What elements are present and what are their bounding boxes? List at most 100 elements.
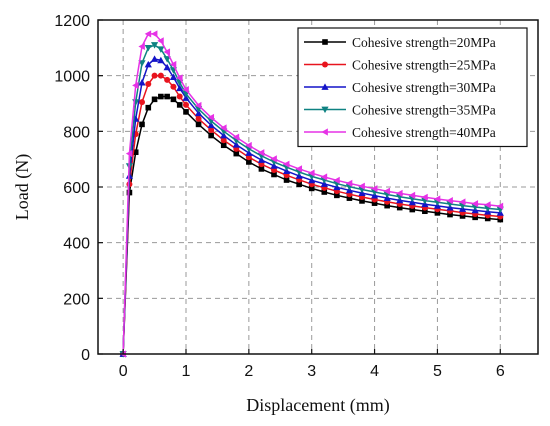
data-point bbox=[421, 193, 428, 201]
data-point bbox=[150, 30, 158, 38]
data-point bbox=[220, 131, 228, 139]
data-point bbox=[396, 189, 403, 198]
data-point bbox=[458, 198, 466, 206]
x-tick-label: 2 bbox=[244, 363, 253, 380]
data-point bbox=[497, 216, 504, 223]
data-point bbox=[132, 149, 139, 156]
data-point bbox=[144, 44, 152, 52]
y-tick-label: 200 bbox=[63, 291, 90, 308]
data-point bbox=[359, 198, 365, 204]
data-point bbox=[183, 101, 189, 108]
data-point bbox=[138, 42, 145, 51]
legend-entry: Cohesive strength=30MPa bbox=[304, 80, 496, 95]
axis-ticks: 0 1 2 3 4 5 6 0 200 400 600 800 1000 1200 bbox=[54, 13, 504, 380]
data-point bbox=[257, 149, 265, 157]
data-point bbox=[145, 104, 152, 111]
x-tick-label: 1 bbox=[182, 363, 191, 380]
series-1 bbox=[120, 93, 504, 357]
data-point bbox=[176, 84, 184, 92]
data-point bbox=[245, 141, 252, 150]
legend-marker bbox=[321, 83, 329, 90]
x-tick-label: 5 bbox=[433, 363, 442, 380]
data-point bbox=[163, 63, 171, 71]
data-point bbox=[157, 56, 165, 64]
data-point bbox=[371, 200, 378, 206]
data-point bbox=[194, 101, 202, 110]
y-tick-label: 800 bbox=[63, 124, 90, 141]
data-point bbox=[484, 201, 491, 209]
data-point bbox=[308, 185, 315, 192]
data-point bbox=[484, 215, 491, 222]
data-point bbox=[150, 42, 159, 49]
data-point bbox=[207, 121, 215, 129]
y-tick-label: 600 bbox=[63, 180, 90, 197]
data-point bbox=[176, 74, 183, 82]
data-point bbox=[232, 141, 240, 148]
legend-marker bbox=[322, 61, 328, 68]
data-point bbox=[334, 192, 340, 199]
data-point bbox=[182, 94, 190, 101]
data-point bbox=[163, 56, 171, 63]
data-point bbox=[434, 210, 441, 216]
data-point bbox=[308, 169, 315, 177]
data-point bbox=[283, 177, 290, 183]
data-point bbox=[422, 208, 428, 215]
legend: Cohesive strength=20MPa Cohesive strength… bbox=[297, 27, 528, 148]
data-point bbox=[496, 202, 504, 210]
data-point bbox=[150, 55, 159, 62]
data-point bbox=[333, 176, 340, 184]
data-point bbox=[207, 113, 215, 122]
data-point bbox=[258, 166, 265, 172]
data-point bbox=[151, 96, 158, 103]
data-point bbox=[246, 159, 252, 165]
legend-entry: Cohesive strength=20MPa bbox=[304, 35, 496, 50]
data-point bbox=[245, 149, 253, 156]
series-5 bbox=[119, 30, 504, 358]
data-point bbox=[321, 189, 328, 195]
data-point bbox=[471, 200, 479, 208]
legend-marker bbox=[321, 128, 328, 136]
y-tick-label: 1200 bbox=[54, 13, 90, 30]
data-point bbox=[157, 72, 164, 79]
data-point bbox=[176, 102, 183, 108]
y-tick-label: 0 bbox=[81, 347, 90, 364]
data-point bbox=[320, 173, 328, 181]
data-point bbox=[125, 150, 133, 158]
data-point bbox=[459, 213, 466, 219]
data-point bbox=[408, 191, 416, 199]
x-tick-label: 3 bbox=[307, 363, 316, 380]
data-point bbox=[208, 126, 215, 133]
data-point bbox=[145, 81, 152, 88]
legend-label: Cohesive strength=30MPa bbox=[352, 80, 496, 95]
y-tick-label: 1000 bbox=[54, 69, 90, 86]
legend-marker bbox=[321, 106, 329, 114]
data-point bbox=[346, 195, 353, 201]
data-point bbox=[194, 109, 203, 117]
data-point bbox=[396, 204, 403, 211]
data-point bbox=[220, 142, 227, 149]
legend-label: Cohesive strength=40MPa bbox=[352, 125, 496, 140]
data-point bbox=[169, 60, 177, 69]
data-point bbox=[220, 137, 227, 144]
x-tick-label: 0 bbox=[119, 363, 128, 380]
legend-label: Cohesive strength=25MPa bbox=[352, 58, 496, 73]
x-tick-label: 4 bbox=[370, 363, 379, 380]
y-tick-label: 400 bbox=[63, 236, 90, 253]
data-point bbox=[208, 132, 214, 139]
legend-label: Cohesive strength=20MPa bbox=[352, 35, 496, 50]
data-point bbox=[257, 156, 266, 163]
data-point bbox=[138, 79, 146, 86]
data-point bbox=[472, 214, 478, 221]
data-point bbox=[295, 165, 303, 173]
data-point bbox=[195, 121, 202, 128]
data-point bbox=[158, 93, 164, 100]
data-point bbox=[151, 72, 158, 79]
data-point bbox=[383, 187, 391, 195]
x-tick-label: 6 bbox=[496, 363, 505, 380]
data-point bbox=[220, 124, 227, 132]
data-point bbox=[169, 73, 178, 80]
data-point bbox=[409, 206, 416, 213]
data-point bbox=[157, 37, 164, 45]
